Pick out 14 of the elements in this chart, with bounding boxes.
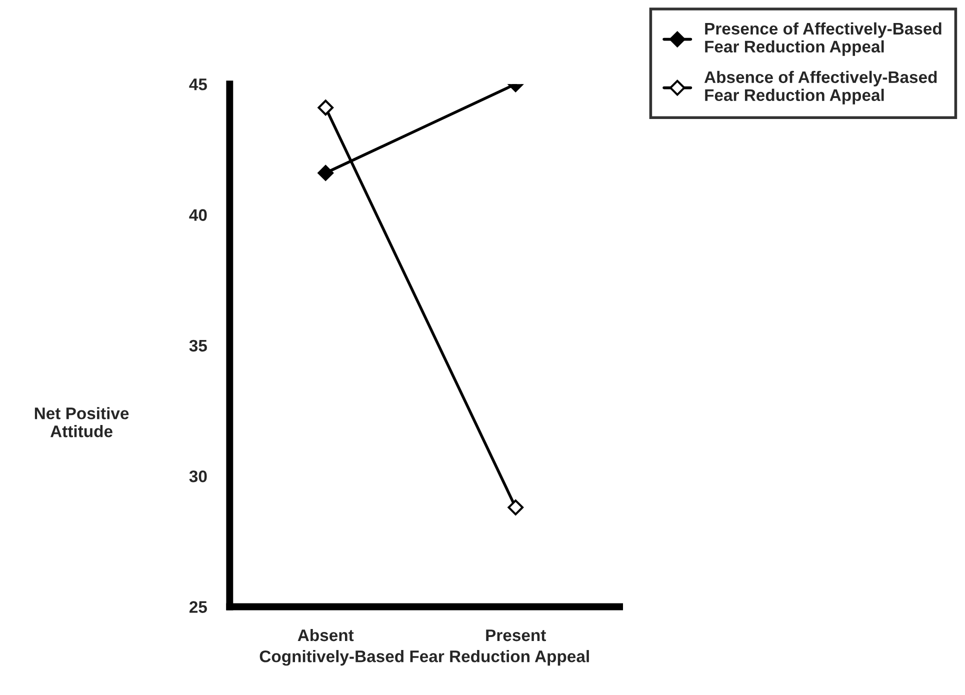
y-tick-label: 25	[189, 601, 207, 613]
legend-label: Absence of Affectively-Based Fear Reduction Appeal	[704, 70, 937, 104]
point	[318, 165, 334, 181]
y-tick-label: 45	[189, 78, 207, 90]
y-tick-label: 40	[189, 209, 207, 221]
y-axis-title: Net Positive Attitude	[34, 407, 129, 438]
y-tick-label: 35	[189, 340, 207, 352]
x-axis-title: Cognitively-Based Fear Reduction Appeal	[260, 650, 589, 666]
point	[318, 100, 334, 116]
x-tick-label: Present	[486, 630, 546, 642]
y-tick-label: 30	[189, 470, 207, 482]
x-tick-label: Absent	[298, 628, 354, 642]
point	[508, 500, 524, 516]
legend-label: Presence of Affectively-Based Fear Reduction Appeal	[705, 22, 942, 56]
